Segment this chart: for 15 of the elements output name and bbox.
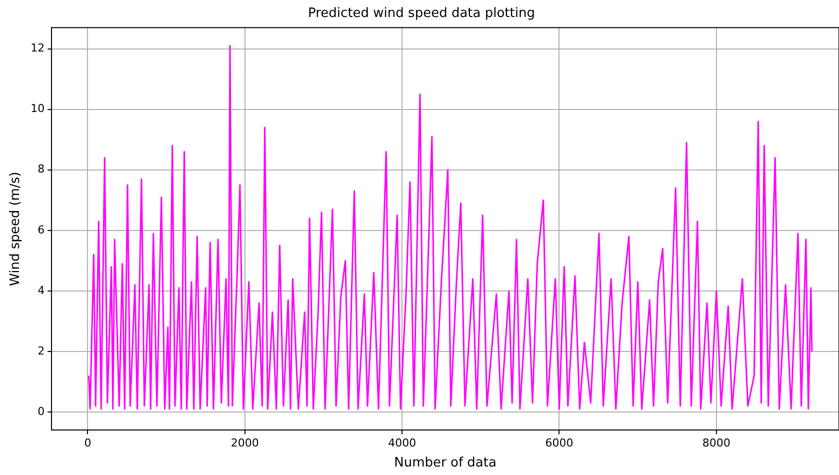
y-tick-label: 10 (30, 102, 45, 116)
x-tick-label: 0 (84, 436, 92, 450)
y-axis-title: Wind speed (m/s) (8, 172, 24, 286)
x-tick-label: 4000 (388, 436, 416, 450)
x-axis-title: Number of data (394, 456, 496, 471)
y-tick-label: 12 (30, 42, 45, 55)
y-tick-label: 2 (38, 344, 45, 358)
y-tick-label: 6 (38, 223, 45, 236)
y-tick-label: 8 (38, 162, 45, 176)
y-tick-label: 0 (38, 404, 45, 418)
x-tick-label: 2000 (230, 436, 259, 450)
x-tick-label: 6000 (545, 436, 574, 450)
x-tick-label: 8000 (702, 436, 730, 450)
y-tick-label: 4 (38, 284, 45, 297)
chart-title: Predicted wind speed data plotting (308, 6, 535, 22)
